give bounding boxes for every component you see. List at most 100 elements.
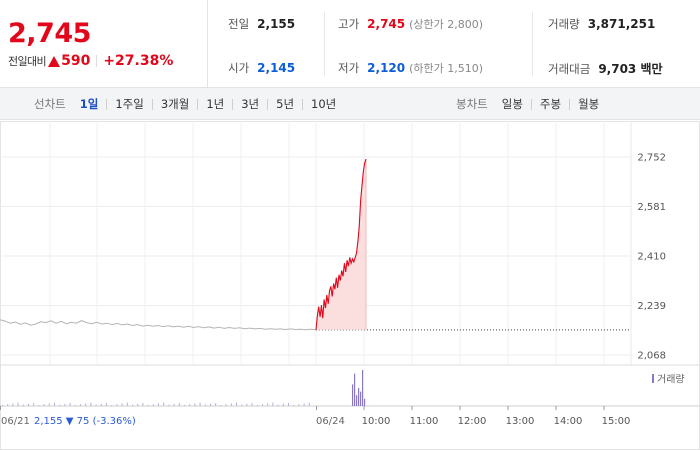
volume-bar <box>163 402 165 406</box>
stat-volume: 거래량 3,871,251 <box>548 16 655 32</box>
divider <box>532 12 533 76</box>
stat-low: 저가 2,120 (하한가 1,510) <box>338 60 483 76</box>
x-tick-label: 14:00 <box>554 416 583 427</box>
date-label: 06/21 <box>1 416 30 427</box>
x-tick-label: 11:00 <box>410 416 439 427</box>
stat-value: 3,871,251 <box>587 17 656 31</box>
volume-bar <box>54 402 55 406</box>
volume-bar <box>293 405 295 406</box>
stat-prev-close: 전일 2,155 <box>228 16 295 32</box>
volume-bar <box>262 404 263 406</box>
volume-bar <box>64 403 66 406</box>
volume-legend: 거래량 <box>652 374 685 386</box>
period-1d[interactable]: 1일 <box>79 97 99 111</box>
volume-bar <box>28 403 29 406</box>
stat-sub: (상한가 2,800) <box>409 18 484 31</box>
price-chart: 2,752 2,581 2,410 2,239 2,068 10:00 11:00 12:0… <box>0 121 700 450</box>
volume-bar <box>230 403 232 406</box>
volume-bar <box>95 404 97 406</box>
volume-bar <box>33 403 35 406</box>
volume-bar <box>168 404 170 406</box>
line-chart-periods: 선차트 1일 1주일 3개월 1년 3년 5년 10년 <box>34 88 338 120</box>
stat-value: 2,745 <box>367 17 406 31</box>
x-tick-label: 15:00 <box>602 416 631 427</box>
quote-panel: 2,745 전일대비 590 +27.38% 전일 2,155 시가 2,145… <box>0 0 700 88</box>
x-tick-label: 13:00 <box>506 416 535 427</box>
volume-bar <box>100 403 102 406</box>
volume-bar <box>356 395 358 406</box>
stat-trade-amount: 거래대금 9,703 백만 <box>548 60 663 77</box>
divider <box>151 98 153 110</box>
period-3m[interactable]: 3개월 <box>160 97 190 111</box>
period-1y[interactable]: 1년 <box>206 97 225 111</box>
volume-bar <box>308 402 310 406</box>
volume-bar <box>184 405 185 406</box>
volume-bar <box>12 403 14 406</box>
volume-bar <box>362 370 364 406</box>
volume-bar <box>241 404 243 406</box>
stat-label: 고가 <box>338 17 360 31</box>
change-value: 590 <box>61 53 91 69</box>
stat-value: 2,120 <box>367 61 406 75</box>
period-1w[interactable]: 1주일 <box>115 97 144 111</box>
today-area <box>316 159 366 330</box>
candle-daily[interactable]: 일봉 <box>501 97 523 111</box>
volume-bar <box>358 388 360 406</box>
candle-weekly[interactable]: 주봉 <box>539 97 562 111</box>
chart-series <box>0 158 631 331</box>
volume-bar <box>236 402 237 406</box>
volume-bar <box>137 403 139 406</box>
volume-bar <box>74 405 76 406</box>
y-tick-label: 2,068 <box>637 351 666 362</box>
volume-bar <box>121 403 123 406</box>
volume-bar <box>132 404 133 406</box>
volume-bar <box>80 404 81 406</box>
prev-day-summary: 2,155 ▼ 75 (-3.36%) <box>34 416 136 427</box>
candle-monthly[interactable]: 월봉 <box>578 97 600 111</box>
divider <box>197 98 199 110</box>
volume-bar <box>126 402 128 406</box>
y-tick-label: 2,752 <box>637 153 666 164</box>
stat-label: 전일 <box>228 17 250 31</box>
volume-bar <box>251 403 253 406</box>
volume-bar <box>43 404 45 406</box>
volume-bar <box>194 403 196 406</box>
divider <box>232 98 234 110</box>
chart-toolbar: 선차트 1일 1주일 3개월 1년 3년 5년 10년 봉차트 일봉 주봉 월봉 <box>0 88 700 120</box>
price-box: 2,745 전일대비 590 +27.38% <box>0 0 208 88</box>
period-3y[interactable]: 3년 <box>241 97 260 111</box>
line-chart-title: 선차트 <box>34 97 66 111</box>
candle-chart-periods: 봉차트 일봉 주봉 월봉 <box>456 88 601 120</box>
divider <box>530 98 532 110</box>
volume-bar <box>204 404 206 406</box>
stat-label: 거래대금 <box>548 61 591 76</box>
volume-bar <box>17 402 19 406</box>
chart-grid <box>0 121 700 450</box>
volume-bar <box>354 373 356 406</box>
volume-bar <box>106 403 107 406</box>
volume-bar <box>7 404 9 406</box>
volume-bar <box>2 405 3 406</box>
volume-bar <box>360 391 362 406</box>
date-label: 06/24 <box>316 416 345 427</box>
volume-bar <box>272 402 274 406</box>
volume-bar <box>22 404 24 406</box>
volume-bar <box>90 402 92 406</box>
divider <box>569 98 571 110</box>
stat-value: 9,703 백만 <box>598 62 663 76</box>
period-10y[interactable]: 10년 <box>311 97 337 111</box>
volume-bar <box>158 403 159 406</box>
candle-chart-title: 봉차트 <box>456 97 488 111</box>
stat-label: 거래량 <box>548 17 580 31</box>
volume-bar <box>246 403 248 406</box>
y-tick-label: 2,239 <box>637 301 666 312</box>
volume-bar <box>267 403 269 406</box>
volume-legend-swatch <box>652 374 654 383</box>
period-5y[interactable]: 5년 <box>276 97 295 111</box>
change-label: 전일대비 <box>8 55 47 68</box>
volume-bar <box>256 405 258 406</box>
up-arrow-icon <box>48 55 61 67</box>
volume-bar <box>189 404 191 406</box>
volume-legend-label: 거래량 <box>657 374 685 386</box>
volume-panel <box>0 364 700 407</box>
